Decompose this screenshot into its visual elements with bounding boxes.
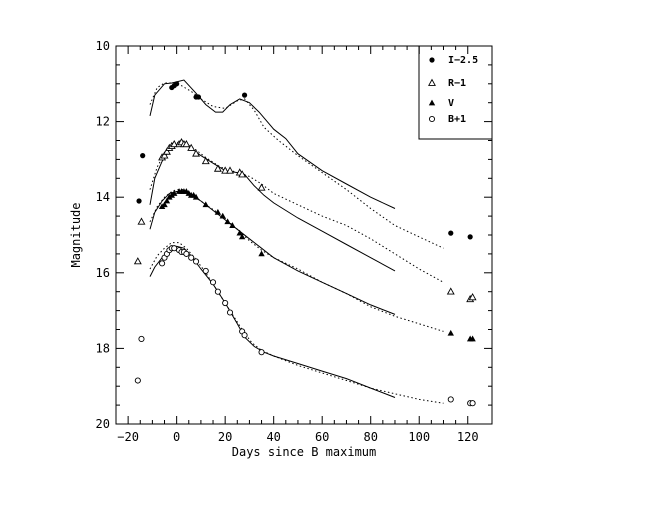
model-curves <box>149 79 444 404</box>
data-point <box>238 170 247 178</box>
data-point <box>183 250 190 257</box>
legend-marker <box>428 115 436 123</box>
model-solid-line <box>149 191 396 315</box>
data-point <box>182 139 191 148</box>
data-point <box>226 166 234 174</box>
data-point <box>193 258 200 265</box>
data-point <box>202 267 209 274</box>
y-tick-label: 18 <box>96 341 110 355</box>
data-point <box>192 193 200 200</box>
data-point <box>224 218 231 225</box>
y-tick-label: 10 <box>96 39 110 53</box>
data-point <box>140 153 146 159</box>
data-point <box>221 166 230 174</box>
y-tick-label: 20 <box>96 417 110 431</box>
x-tick-label: 120 <box>457 430 479 444</box>
x-tick-label: 0 <box>173 430 180 444</box>
x-tick-label: 100 <box>408 430 430 444</box>
data-point <box>133 257 142 265</box>
model-solid-line <box>149 245 396 398</box>
data-point <box>447 329 454 336</box>
y-tick-label: 12 <box>96 115 110 129</box>
data-point <box>469 400 476 407</box>
legend-items: I−2.5 R−1 V B+1 <box>428 55 478 125</box>
data-point <box>170 139 179 148</box>
x-tick-label: 40 <box>266 430 280 444</box>
model-dotted-line <box>149 242 444 404</box>
data-point <box>258 349 265 356</box>
y-axis-tick-labels: 10 12 14 16 18 20 <box>96 39 110 431</box>
data-point <box>214 208 222 215</box>
data-point <box>163 197 171 204</box>
legend-label: R−1 <box>448 78 466 89</box>
data-point <box>192 149 201 157</box>
data-point <box>136 198 142 204</box>
data-point <box>174 81 180 87</box>
data-point <box>188 254 195 261</box>
data-point <box>469 335 476 342</box>
legend-marker <box>428 99 436 106</box>
legend-label: I−2.5 <box>448 55 478 66</box>
data-point <box>171 190 178 196</box>
data-point <box>446 287 455 295</box>
data-point <box>202 201 209 208</box>
data-point <box>138 335 145 343</box>
x-axis-tick-labels: −20 0 20 40 60 80 100 120 <box>117 430 478 444</box>
data-point <box>219 212 226 219</box>
data-point <box>187 143 196 151</box>
data-point <box>222 299 229 307</box>
legend-label: B+1 <box>448 114 466 125</box>
data-point <box>236 229 243 236</box>
data-points <box>133 81 477 407</box>
data-point <box>214 288 221 295</box>
y-tick-label: 16 <box>96 266 110 280</box>
data-point <box>162 147 171 155</box>
data-point <box>137 217 146 225</box>
data-point <box>209 279 217 286</box>
data-point <box>257 183 266 191</box>
y-axis-ticks <box>116 45 492 425</box>
data-point <box>447 396 454 403</box>
data-point <box>195 94 202 100</box>
x-tick-label: 80 <box>363 430 377 444</box>
model-dotted-line <box>149 82 444 249</box>
y-axis-title: Magnitude <box>69 202 83 267</box>
data-point <box>201 156 210 165</box>
legend: I−2.5 R−1 V B+1 <box>418 46 492 140</box>
data-point <box>468 293 477 301</box>
data-point <box>238 233 246 240</box>
data-point <box>160 151 169 159</box>
x-tick-label: 60 <box>315 430 329 444</box>
data-point <box>258 250 265 257</box>
data-point <box>229 222 236 228</box>
data-point <box>213 164 222 172</box>
x-axis-title: Days since B maximum <box>232 445 377 459</box>
legend-label: V <box>448 98 454 109</box>
data-point <box>134 377 141 384</box>
data-point <box>448 230 454 236</box>
x-tick-label: 20 <box>218 430 232 444</box>
model-solid-line <box>149 79 396 209</box>
x-axis-ticks <box>127 46 469 424</box>
legend-marker <box>429 57 435 63</box>
legend-box <box>418 46 492 140</box>
data-point <box>161 201 168 208</box>
data-point <box>241 92 248 98</box>
x-tick-label: −20 <box>117 430 139 444</box>
y-tick-label: 14 <box>96 190 110 204</box>
data-point <box>241 332 248 339</box>
data-point <box>226 309 234 316</box>
legend-marker <box>428 78 436 86</box>
model-dotted-line <box>149 189 444 332</box>
data-point <box>467 234 473 240</box>
data-point <box>159 260 166 267</box>
